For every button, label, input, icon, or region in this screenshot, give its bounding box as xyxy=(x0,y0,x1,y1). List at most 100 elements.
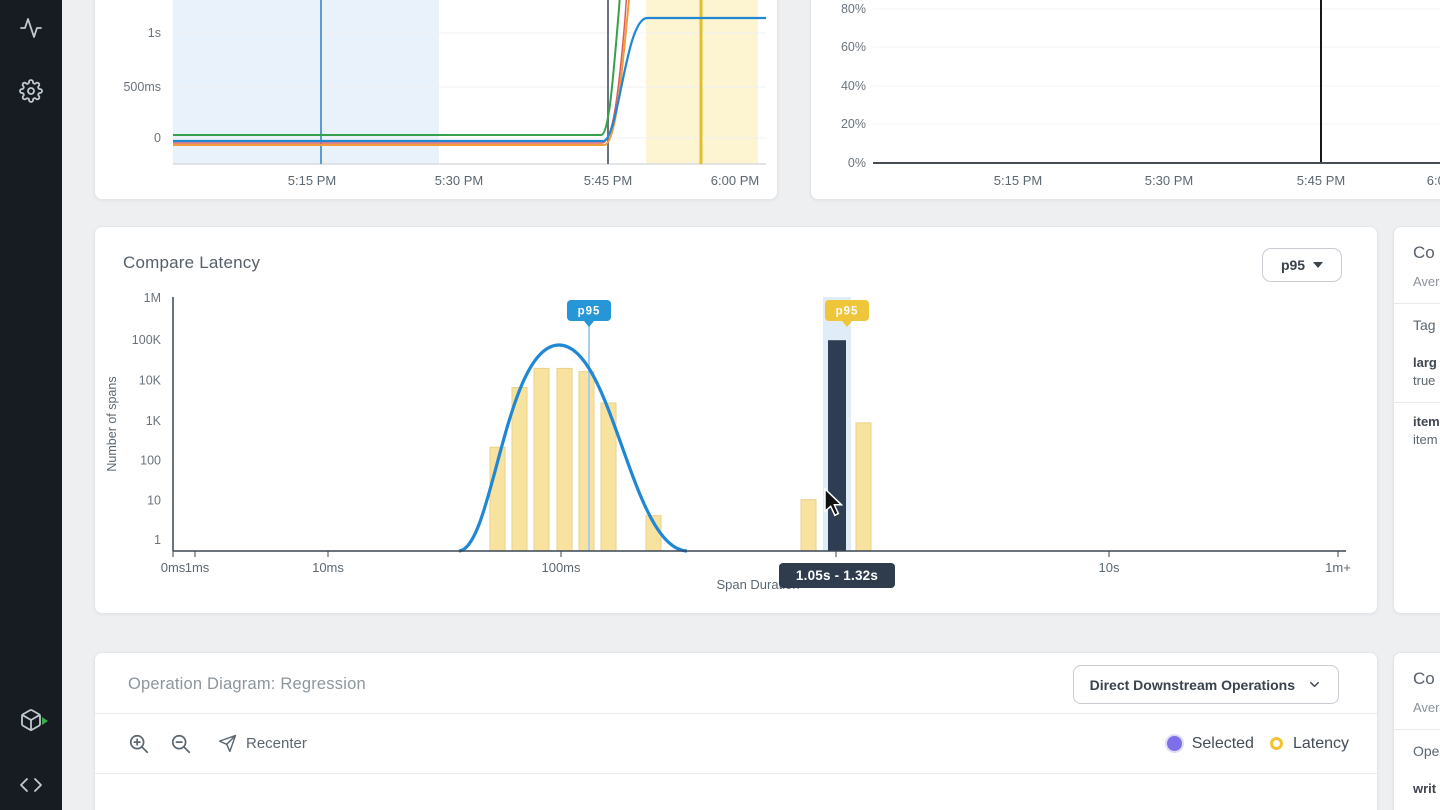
y-tick: 1 xyxy=(154,533,161,547)
zoom-in-button[interactable] xyxy=(126,731,152,757)
baseline-window-band xyxy=(173,0,439,164)
y-tick: 1M xyxy=(144,291,161,305)
zoom-out-icon xyxy=(171,734,191,753)
legend-label: Latency xyxy=(1292,734,1349,752)
svg-text:p95: p95 xyxy=(578,306,601,318)
x-tick: 0ms xyxy=(161,560,186,575)
error-rate-timeseries-card: 80% 60% 40% 20% 0% 5:15 PM 5:30 PM 5:45 … xyxy=(810,0,1440,200)
x-tick: 5:45 PM xyxy=(1297,173,1345,188)
histogram-bar[interactable] xyxy=(855,422,872,552)
y-tick: 0% xyxy=(848,156,866,170)
mouse-cursor xyxy=(824,487,844,517)
histogram-bar[interactable] xyxy=(556,367,573,552)
comparison-side-panel-bottom: Co Aver Ope writ xyxy=(1393,652,1440,810)
recenter-label: Recenter xyxy=(246,735,307,752)
latency-timeseries-card: 1s 500ms 0 5:15 PM 5:30 PM 5:45 PM 6:00 … xyxy=(94,0,778,200)
legend-label: Selected xyxy=(1191,734,1254,752)
series-red xyxy=(173,0,628,144)
activity-icon[interactable] xyxy=(18,15,44,41)
send-icon xyxy=(218,734,237,753)
downstream-operations-dropdown[interactable]: Direct Downstream Operations xyxy=(1072,665,1339,704)
y-tick: 20% xyxy=(841,117,866,131)
operation-diagram-card: Operation Diagram: Regression Direct Dow… xyxy=(94,652,1378,810)
operation-diagram-header: Operation Diagram: Regression Direct Dow… xyxy=(95,653,1377,713)
x-tick: 6:00 PM xyxy=(711,173,759,188)
y-tick: 0 xyxy=(154,131,161,145)
chevron-down-icon xyxy=(1313,262,1324,268)
percentile-dropdown-value: p95 xyxy=(1280,257,1306,273)
y-tick: 40% xyxy=(841,79,866,93)
x-tick: 1m+ xyxy=(1325,560,1351,575)
histogram-selected-bar[interactable] xyxy=(828,340,846,551)
zoom-in-icon xyxy=(129,734,149,753)
histogram-bar[interactable] xyxy=(578,371,595,552)
divider xyxy=(1394,303,1440,304)
x-tick: 5:15 PM xyxy=(288,173,336,188)
y-tick: 1K xyxy=(146,414,162,428)
side-panel-subtitle: Aver xyxy=(1413,700,1440,715)
diagram-canvas[interactable] xyxy=(95,774,1377,810)
gear-icon[interactable] xyxy=(18,78,44,104)
y-tick: 100 xyxy=(140,454,161,468)
recenter-button[interactable]: Recenter xyxy=(218,734,307,753)
percentile-dropdown[interactable]: p95 xyxy=(1262,248,1342,282)
active-nav-indicator xyxy=(42,717,48,725)
regression-p95-flag[interactable]: p95 xyxy=(825,300,869,327)
error-rate-chart[interactable]: 80% 60% 40% 20% 0% 5:15 PM 5:30 PM 5:45 … xyxy=(811,0,1440,201)
chevron-down-icon xyxy=(1310,681,1319,688)
y-tick: 10 xyxy=(147,494,161,508)
histogram-bar[interactable] xyxy=(800,499,817,552)
code-icon[interactable] xyxy=(18,772,44,798)
series-blue xyxy=(173,16,766,143)
package-icon[interactable] xyxy=(18,707,44,733)
y-axis-title: Number of spans xyxy=(105,376,119,471)
x-axis-title: Span Duration xyxy=(716,577,799,592)
tag-key[interactable]: larg xyxy=(1413,355,1437,370)
baseline-p95-flag[interactable]: p95 xyxy=(567,300,611,327)
histogram-bar[interactable] xyxy=(533,367,550,552)
latency-node-icon xyxy=(1269,737,1283,750)
zoom-out-button[interactable] xyxy=(168,731,194,757)
latency-timeseries-chart[interactable]: 1s 500ms 0 5:15 PM 5:30 PM 5:45 PM 6:00 … xyxy=(95,0,779,201)
downstream-operations-dropdown-value: Direct Downstream Operations xyxy=(1089,676,1295,693)
divider xyxy=(1394,729,1440,730)
divider xyxy=(95,713,1377,714)
side-panel-title: Co xyxy=(1413,243,1435,262)
x-tick: 5:45 PM xyxy=(584,173,632,188)
x-tick: 10s xyxy=(1099,560,1120,575)
legend-item-latency: Latency xyxy=(1269,734,1349,753)
diagram-legend: Selected Latency xyxy=(1166,714,1349,773)
side-panel-section-label: Tag xyxy=(1413,317,1436,333)
tag-value: item xyxy=(1413,432,1438,447)
legend-item-selected: Selected xyxy=(1166,734,1254,753)
y-tick: 10K xyxy=(139,374,162,388)
selected-node-icon xyxy=(1166,736,1182,751)
divider xyxy=(95,773,1377,774)
histogram-bars[interactable] xyxy=(489,367,872,552)
left-nav-sidebar xyxy=(0,0,62,810)
y-tick: 500ms xyxy=(123,80,161,94)
y-tick: 1s xyxy=(148,26,161,40)
x-tick: 5:15 PM xyxy=(994,173,1042,188)
x-tick: 5:30 PM xyxy=(1145,173,1193,188)
compare-latency-title: Compare Latency xyxy=(123,253,261,272)
histogram-bar[interactable] xyxy=(511,387,528,552)
tag-key[interactable]: item xyxy=(1413,414,1440,429)
side-panel-subtitle: Aver xyxy=(1413,274,1440,289)
histogram-tooltip: 1.05s - 1.32s xyxy=(779,563,895,588)
latency-histogram-chart[interactable]: 1M 100K 10K 1K 100 10 1 0ms 1ms 10ms 100… xyxy=(95,227,1379,615)
operation-key[interactable]: writ xyxy=(1413,781,1437,796)
y-tick: 100K xyxy=(132,333,162,347)
comparison-side-panel: Co Aver Tag larg true item item xyxy=(1393,226,1440,614)
histogram-bar-selected[interactable] xyxy=(828,340,846,551)
operation-diagram-title: Operation Diagram: Regression xyxy=(128,675,366,693)
tag-value: true xyxy=(1413,373,1436,388)
compare-latency-card: Compare Latency p95 1M 100K 10K 1K 100 1… xyxy=(94,226,1378,614)
diagram-toolbar: Recenter Selected Latency xyxy=(95,714,1377,773)
series-green xyxy=(173,0,621,136)
x-tick: 1ms xyxy=(185,560,210,575)
side-panel-section-label: Ope xyxy=(1413,743,1440,759)
x-tick: 5:30 PM xyxy=(435,173,483,188)
y-tick: 80% xyxy=(841,2,866,16)
x-tick: 100ms xyxy=(541,560,581,575)
